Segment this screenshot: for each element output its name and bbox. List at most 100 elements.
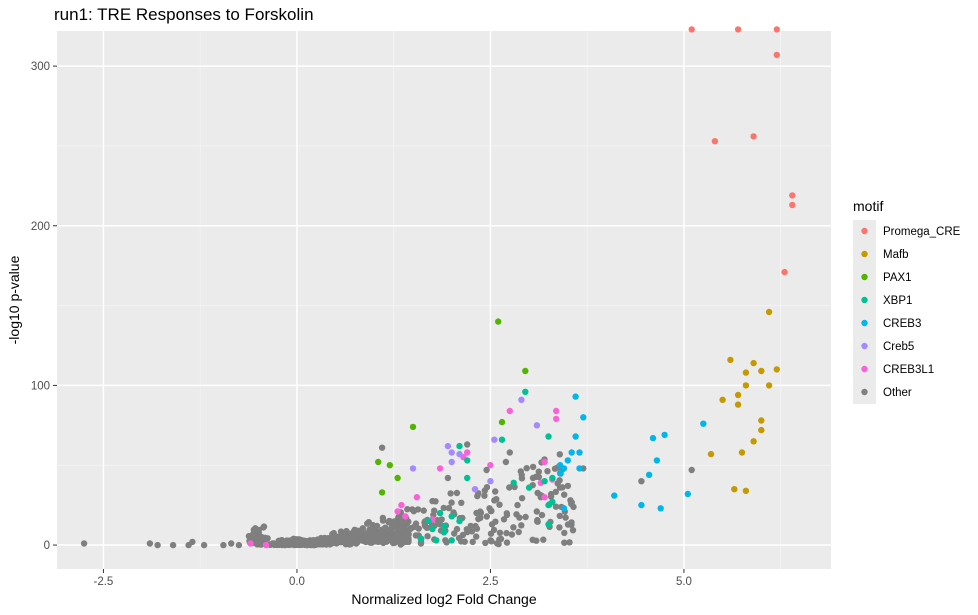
point-creb3l1 xyxy=(506,407,513,415)
point-mafb xyxy=(742,487,750,494)
legend-label: CREB3L1 xyxy=(883,364,934,376)
point-other xyxy=(366,531,374,539)
point-other xyxy=(523,465,530,472)
point-creb3l1 xyxy=(553,407,560,415)
point-pax1 xyxy=(522,367,529,375)
point-pax1 xyxy=(378,489,386,496)
point-other xyxy=(688,466,695,474)
point-other xyxy=(518,495,526,502)
x-tick-label: 0.0 xyxy=(289,576,305,588)
point-mafb xyxy=(727,356,734,364)
legend-label: CREB3 xyxy=(883,318,921,330)
point-other xyxy=(547,490,555,498)
legend-label: PAX1 xyxy=(883,272,912,284)
y-tick-label: 100 xyxy=(31,380,50,392)
point-other xyxy=(374,533,382,541)
legend-swatch xyxy=(861,227,868,235)
point-other xyxy=(569,527,577,534)
point-other xyxy=(303,538,310,545)
point-mafb xyxy=(758,426,765,434)
point-creb3 xyxy=(572,393,579,400)
legend-label: Creb5 xyxy=(883,341,914,353)
point-creb3 xyxy=(684,490,691,498)
point-other xyxy=(503,539,511,546)
point-creb3 xyxy=(661,431,668,439)
point-mafb xyxy=(742,382,750,389)
legend-label: XBP1 xyxy=(883,295,912,307)
point-other xyxy=(518,475,526,482)
point-creb3l1 xyxy=(413,494,421,501)
point-other xyxy=(330,529,337,537)
point-mafb xyxy=(758,417,765,424)
point-other xyxy=(463,526,470,533)
point-creb3l1 xyxy=(487,462,494,469)
point-other xyxy=(287,537,294,545)
axis-ticks: -2.5 0.0 2.5 5.0 0 100 200 300 xyxy=(31,61,692,588)
legend-label: Other xyxy=(883,387,912,399)
legend-swatch xyxy=(861,319,868,327)
point-mafb xyxy=(750,438,757,445)
point-other xyxy=(298,537,305,545)
point-other xyxy=(518,522,525,529)
point-creb3l1 xyxy=(553,415,560,423)
point-promega_cre xyxy=(781,268,788,276)
point-mafb xyxy=(773,366,780,373)
point-other xyxy=(561,491,568,498)
point-mafb xyxy=(731,486,738,493)
point-other xyxy=(496,529,504,536)
point-other xyxy=(477,514,484,522)
point-other xyxy=(481,492,488,499)
point-other xyxy=(364,520,371,527)
point-other xyxy=(420,507,427,514)
point-other xyxy=(347,540,354,548)
point-other xyxy=(514,501,521,509)
point-other xyxy=(488,538,495,545)
point-other xyxy=(337,528,345,535)
point-other xyxy=(487,508,495,515)
legend-label: Mafb xyxy=(883,249,909,261)
point-mafb xyxy=(758,367,765,375)
point-creb5 xyxy=(448,458,455,466)
point-creb3 xyxy=(572,433,579,440)
point-other xyxy=(556,512,563,520)
point-other xyxy=(510,524,517,531)
point-other xyxy=(568,500,575,507)
point-xbp1 xyxy=(448,513,455,520)
point-other xyxy=(529,536,536,543)
point-xbp1 xyxy=(545,521,552,528)
point-other xyxy=(378,444,386,451)
x-axis-title: Normalized log2 Fold Change xyxy=(351,591,536,607)
legend: motif Promega_CRE Mafb PAX1 XBP1 CREB3 Creb5 C… xyxy=(853,198,961,404)
point-creb3l1 xyxy=(464,449,471,456)
point-other xyxy=(534,516,541,524)
point-creb3 xyxy=(576,465,583,472)
point-other xyxy=(469,538,476,546)
point-other xyxy=(533,508,540,515)
point-other xyxy=(564,482,572,490)
point-other xyxy=(522,513,529,521)
x-tick-label: 5.0 xyxy=(676,576,692,588)
point-other xyxy=(378,526,386,533)
point-other xyxy=(491,497,498,504)
point-other xyxy=(280,539,288,546)
point-other xyxy=(638,478,645,485)
point-other xyxy=(251,527,258,535)
point-other xyxy=(200,541,208,549)
point-other xyxy=(440,504,447,512)
point-other xyxy=(390,535,397,543)
legend-title: motif xyxy=(853,198,883,214)
point-creb3 xyxy=(638,501,645,509)
y-axis-title: -log10 p-value xyxy=(6,255,22,344)
point-mafb xyxy=(734,401,742,408)
point-xbp1 xyxy=(522,388,529,395)
point-other xyxy=(359,536,366,544)
point-other xyxy=(444,474,452,482)
point-other xyxy=(483,513,490,520)
point-other xyxy=(395,532,402,540)
point-creb3 xyxy=(556,470,564,477)
point-other xyxy=(357,531,365,539)
point-xbp1 xyxy=(464,457,471,464)
point-mafb xyxy=(765,382,773,389)
point-creb3 xyxy=(580,414,587,421)
point-other xyxy=(404,537,411,545)
